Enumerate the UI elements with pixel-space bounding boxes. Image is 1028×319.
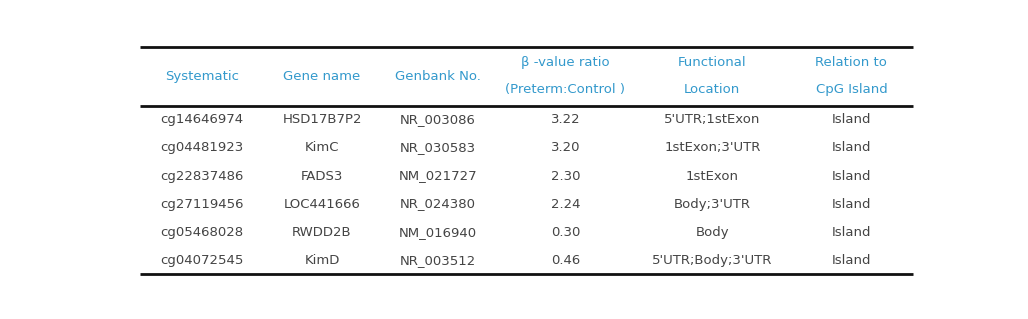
Text: Island: Island: [832, 114, 871, 126]
Text: Body;3'UTR: Body;3'UTR: [673, 197, 750, 211]
Text: FADS3: FADS3: [301, 169, 343, 182]
Text: Gene name: Gene name: [284, 70, 361, 83]
Text: 2.24: 2.24: [551, 197, 580, 211]
Text: cg04072545: cg04072545: [160, 254, 244, 267]
Text: KimC: KimC: [305, 142, 339, 154]
Text: Functional: Functional: [678, 56, 746, 70]
Text: 0.30: 0.30: [551, 226, 580, 239]
Text: β -value ratio: β -value ratio: [521, 56, 610, 70]
Text: Island: Island: [832, 142, 871, 154]
Text: 5'UTR;1stExon: 5'UTR;1stExon: [664, 114, 761, 126]
Text: CpG Island: CpG Island: [815, 84, 887, 96]
Text: Genbank No.: Genbank No.: [395, 70, 481, 83]
Text: RWDD2B: RWDD2B: [292, 226, 352, 239]
Text: Island: Island: [832, 169, 871, 182]
Text: Systematic: Systematic: [166, 70, 240, 83]
Text: NR_024380: NR_024380: [400, 197, 476, 211]
Text: cg27119456: cg27119456: [160, 197, 244, 211]
Text: 1stExon: 1stExon: [686, 169, 739, 182]
Text: KimD: KimD: [304, 254, 339, 267]
Text: 2.30: 2.30: [551, 169, 580, 182]
Text: Island: Island: [832, 254, 871, 267]
Text: Island: Island: [832, 197, 871, 211]
Text: 5'UTR;Body;3'UTR: 5'UTR;Body;3'UTR: [652, 254, 772, 267]
Text: NR_003512: NR_003512: [400, 254, 476, 267]
Text: NM_016940: NM_016940: [399, 226, 477, 239]
Text: cg05468028: cg05468028: [160, 226, 244, 239]
Text: LOC441666: LOC441666: [284, 197, 361, 211]
Text: Relation to: Relation to: [815, 56, 887, 70]
Text: cg14646974: cg14646974: [160, 114, 244, 126]
Text: Location: Location: [685, 84, 740, 96]
Text: 3.22: 3.22: [551, 114, 580, 126]
Text: Island: Island: [832, 226, 871, 239]
Text: cg22837486: cg22837486: [160, 169, 244, 182]
Text: Body: Body: [696, 226, 729, 239]
Text: NR_030583: NR_030583: [400, 142, 476, 154]
Text: HSD17B7P2: HSD17B7P2: [283, 114, 362, 126]
Text: cg04481923: cg04481923: [160, 142, 244, 154]
Text: 3.20: 3.20: [551, 142, 580, 154]
Text: (Preterm:Control ): (Preterm:Control ): [506, 84, 625, 96]
Text: 0.46: 0.46: [551, 254, 580, 267]
Text: NR_003086: NR_003086: [400, 114, 476, 126]
Text: 1stExon;3'UTR: 1stExon;3'UTR: [664, 142, 761, 154]
Text: NM_021727: NM_021727: [399, 169, 477, 182]
